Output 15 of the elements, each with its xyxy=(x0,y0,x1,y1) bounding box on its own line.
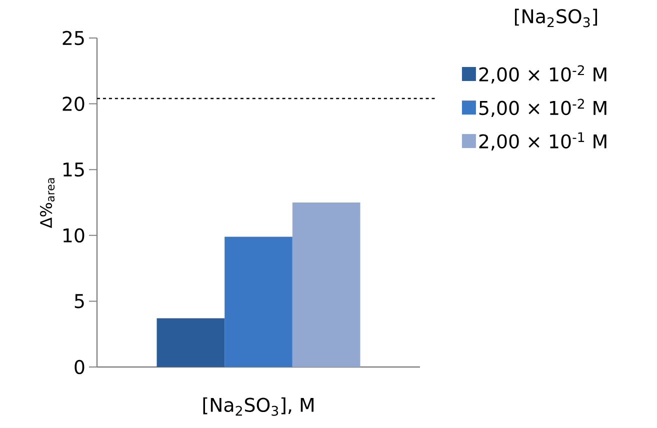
y-tick-label: 0 xyxy=(74,360,84,374)
x-axis-title: [Na$_{2}$SO$_{3}$], M xyxy=(203,397,314,416)
y-tick-label: 5 xyxy=(74,294,84,308)
bar xyxy=(224,236,292,367)
y-tick-label: 25 xyxy=(62,30,84,46)
legend-label: 2,00 × 10$^{-2}$ M xyxy=(479,65,606,84)
legend-label: 5,00 × 10$^{-2}$ M xyxy=(479,98,606,118)
bar xyxy=(292,202,360,367)
y-tick-label: 15 xyxy=(63,162,84,177)
legend-label: 2,00 × 10$^{-1}$ M xyxy=(479,132,606,150)
y-axis-title: Δ%$_{area}$ xyxy=(40,178,55,228)
y-tick-label: 20 xyxy=(62,96,84,111)
legend-title: [Na$_{2}$SO$_{3}$] xyxy=(514,8,598,28)
bar xyxy=(156,318,225,367)
y-tick-label: 10 xyxy=(63,228,84,243)
